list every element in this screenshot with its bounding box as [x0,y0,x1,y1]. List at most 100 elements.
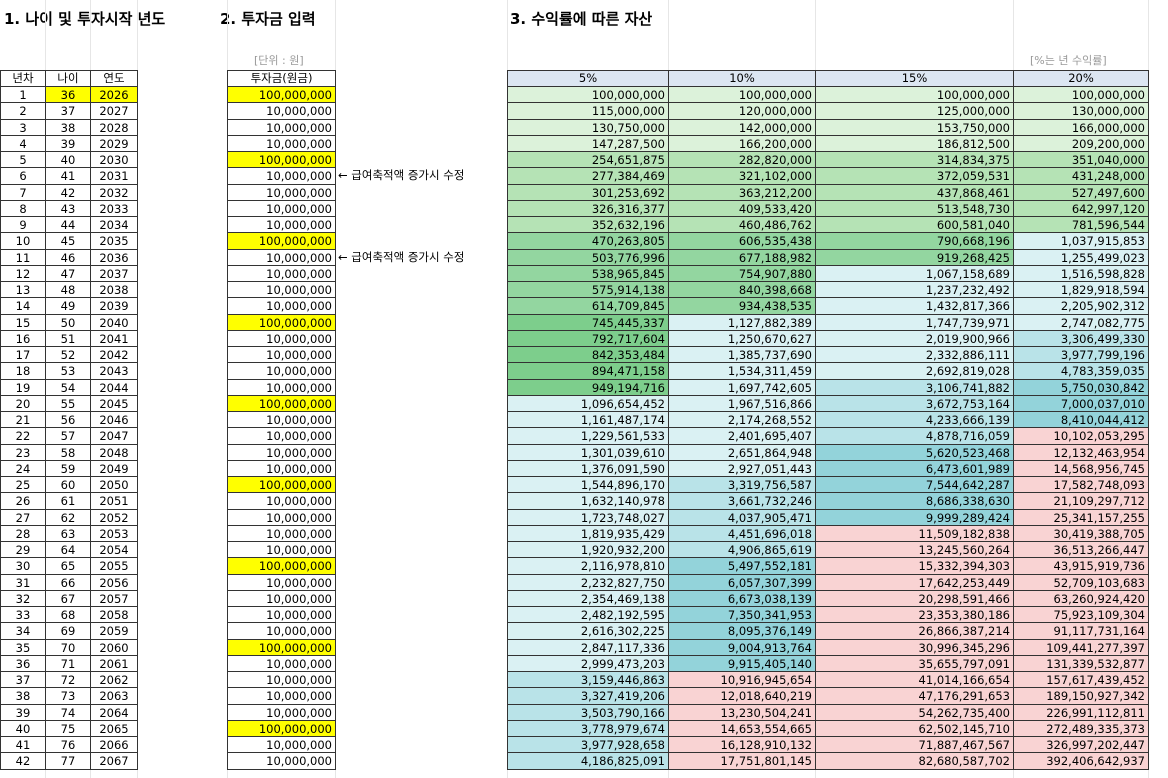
cell: 17,642,253,449 [815,573,1014,591]
cell: 9,999,289,424 [815,508,1014,526]
cell: 2039 [90,297,138,315]
cell: 63,260,924,420 [1013,589,1149,607]
cell: 15,332,394,303 [815,557,1014,575]
cell: 437,868,461 [815,183,1014,201]
cell: 37 [45,102,91,120]
cell: 1,037,915,853 [1013,232,1149,250]
cell: 513,548,730 [815,199,1014,217]
cell: 49 [45,297,91,315]
cell: 2049 [90,459,138,477]
cell: 10,000,000 [227,183,336,201]
cell: 4,451,696,018 [668,524,816,542]
cell: 2029 [90,134,138,152]
note: ← 급여축적액 증가시 수정 [338,168,465,183]
cell: 8,686,338,630 [815,492,1014,510]
cell: 23,353,380,186 [815,606,1014,624]
cell: 2031 [90,167,138,185]
cell: 10,000,000 [227,134,336,152]
cell: 2058 [90,606,138,624]
cell: 27 [0,508,46,526]
cell: 527,497,600 [1013,183,1149,201]
cell: 7 [0,183,46,201]
cell: 5 [0,151,46,169]
cell: 409,533,420 [668,199,816,217]
cell: 52,709,103,683 [1013,573,1149,591]
cell: 1,250,670,627 [668,329,816,347]
cell: 68 [45,606,91,624]
cell: 71,887,467,567 [815,736,1014,754]
cell: 2,999,473,203 [507,654,669,672]
cell: 934,438,535 [668,297,816,315]
cell: 14,568,956,745 [1013,459,1149,477]
cell: 3,977,799,196 [1013,346,1149,364]
cell: 14,653,554,665 [668,719,816,737]
cell: 16 [0,329,46,347]
cell: 10,000,000 [227,102,336,120]
cell: 46 [45,248,91,266]
cell: 10,000,000 [227,199,336,217]
cell: 130,000,000 [1013,102,1149,120]
cell: 10,000,000 [227,541,336,559]
cell: 2053 [90,524,138,542]
cell: 12 [0,264,46,282]
cell: 3,327,419,206 [507,687,669,705]
cell: 4,037,905,471 [668,508,816,526]
cell: 64 [45,541,91,559]
cell: 43 [45,199,91,217]
cell: 9,915,405,140 [668,654,816,672]
cell: 614,709,845 [507,297,669,315]
cell: 2040 [90,313,138,331]
cell: 10,000,000 [227,589,336,607]
cell: 74 [45,703,91,721]
cell: 1,127,882,389 [668,313,816,331]
cell: 6,057,307,399 [668,573,816,591]
cell: 47,176,291,653 [815,687,1014,705]
cell: 56 [45,411,91,429]
cell: 2,927,051,443 [668,459,816,477]
cell: 745,445,337 [507,313,669,331]
cell: 30 [0,557,46,575]
cell: 11,509,182,838 [815,524,1014,542]
cell: 4,186,825,091 [507,752,669,770]
cell: 142,000,000 [668,118,816,136]
cell: 62,502,145,710 [815,719,1014,737]
note: ← 급여축적액 증가시 수정 [338,249,465,264]
cell: 42 [0,752,46,770]
cell: 2,205,902,312 [1013,297,1149,315]
cell: 781,596,544 [1013,216,1149,234]
cell: 254,651,875 [507,151,669,169]
cell: 460,486,762 [668,216,816,234]
cell: 282,820,000 [668,151,816,169]
cell: 29 [0,541,46,559]
cell: 33 [0,606,46,624]
cell: 35 [0,638,46,656]
cell: 226,991,112,811 [1013,703,1149,721]
cell: 10,000,000 [227,703,336,721]
cell: 10,000,000 [227,378,336,396]
cell: 100,000,000 [815,86,1014,104]
cell: 1,920,932,200 [507,541,669,559]
cell: 754,907,880 [668,264,816,282]
cell: 10,000,000 [227,411,336,429]
cell: 32 [0,589,46,607]
unit-label: [%는 년 수익률] [1030,54,1107,67]
cell: 1,237,232,492 [815,281,1014,299]
cell: 2,747,082,775 [1013,313,1149,331]
cell: 2055 [90,557,138,575]
cell: 23 [0,443,46,461]
cell: 18 [0,362,46,380]
cell: 2030 [90,151,138,169]
cell: 51 [45,329,91,347]
cell: 2037 [90,264,138,282]
cell: 186,812,500 [815,134,1014,152]
cell: 3,661,732,246 [668,492,816,510]
cell: 3,672,753,164 [815,394,1014,412]
heading: 1. 나이 및 투자시작 년도 [4,10,166,28]
cell: 26 [0,492,46,510]
cell: 12,132,463,954 [1013,443,1149,461]
cell: 1,544,896,170 [507,476,669,494]
cell: 109,441,277,397 [1013,638,1149,656]
cell: 16,128,910,132 [668,736,816,754]
cell: 5,750,030,842 [1013,378,1149,396]
cell: 10,000,000 [227,671,336,689]
